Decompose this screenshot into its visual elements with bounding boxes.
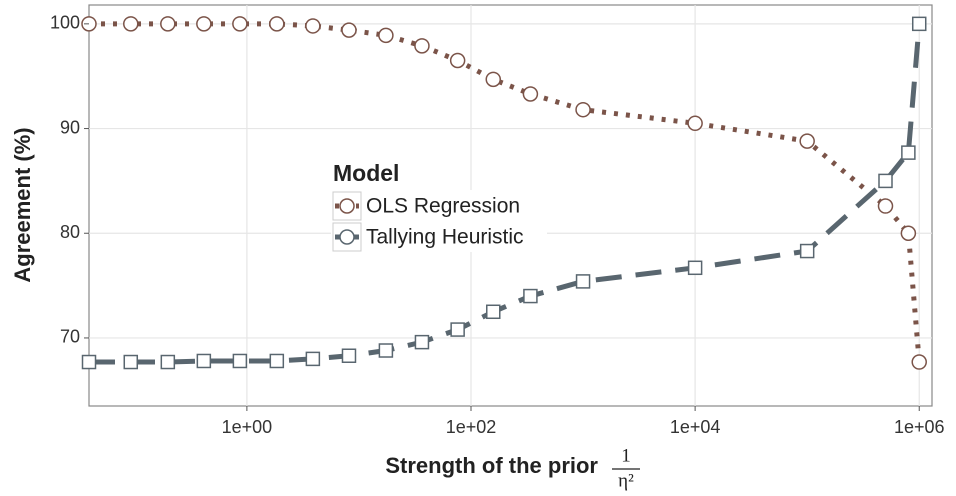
x-tick-label: 1e+02 [446,417,497,437]
point [911,16,927,32]
point [414,38,430,54]
x-tick-label: 1e+00 [222,417,273,437]
point [269,353,285,369]
point [378,27,394,44]
point [523,288,538,304]
point [901,145,916,160]
point [160,16,176,32]
point [305,18,321,34]
point [522,86,539,102]
point [878,173,893,189]
point [687,260,703,276]
point [196,16,212,32]
point [341,348,357,363]
point [269,16,285,32]
legend-box [331,190,547,252]
x-tick-label: 1e+06 [894,417,945,437]
point [378,343,394,358]
x-axis-title: Strength of the prior [385,453,598,478]
legend-title: Model [333,160,399,186]
y-tick-label: 80 [60,222,80,242]
point [911,354,927,370]
x-axis-fraction-denominator: η² [618,470,634,491]
point [341,22,357,38]
point [305,351,321,367]
point [196,353,212,369]
legend-key-marker [339,198,355,214]
point [687,115,703,132]
point [414,334,430,350]
y-tick-label: 90 [60,117,80,137]
y-tick-label: 100 [50,13,80,33]
marks [81,16,927,370]
point [450,322,465,337]
point [232,16,248,32]
point [485,71,502,88]
y-axis-title: Agreement (%) [10,127,35,282]
grid [89,5,932,406]
point [575,274,591,289]
point [799,243,815,259]
point [900,225,917,241]
point [123,354,139,370]
point [123,16,139,32]
point [81,354,97,370]
point [575,101,591,118]
x-tick-label: 1e+04 [670,417,721,437]
point [877,198,894,214]
point [160,354,176,370]
point [486,304,501,320]
point [799,133,815,149]
x-axis-fraction-numerator: 1 [621,445,631,466]
legend-label: Tallying Heuristic [366,226,524,249]
legend-key-marker [339,229,355,245]
legend: OLS Regression Tallying Heuristic [332,191,524,252]
point [449,52,466,69]
y-tick-label: 70 [60,327,80,347]
legend-label: OLS Regression [366,195,520,218]
point [232,353,248,369]
